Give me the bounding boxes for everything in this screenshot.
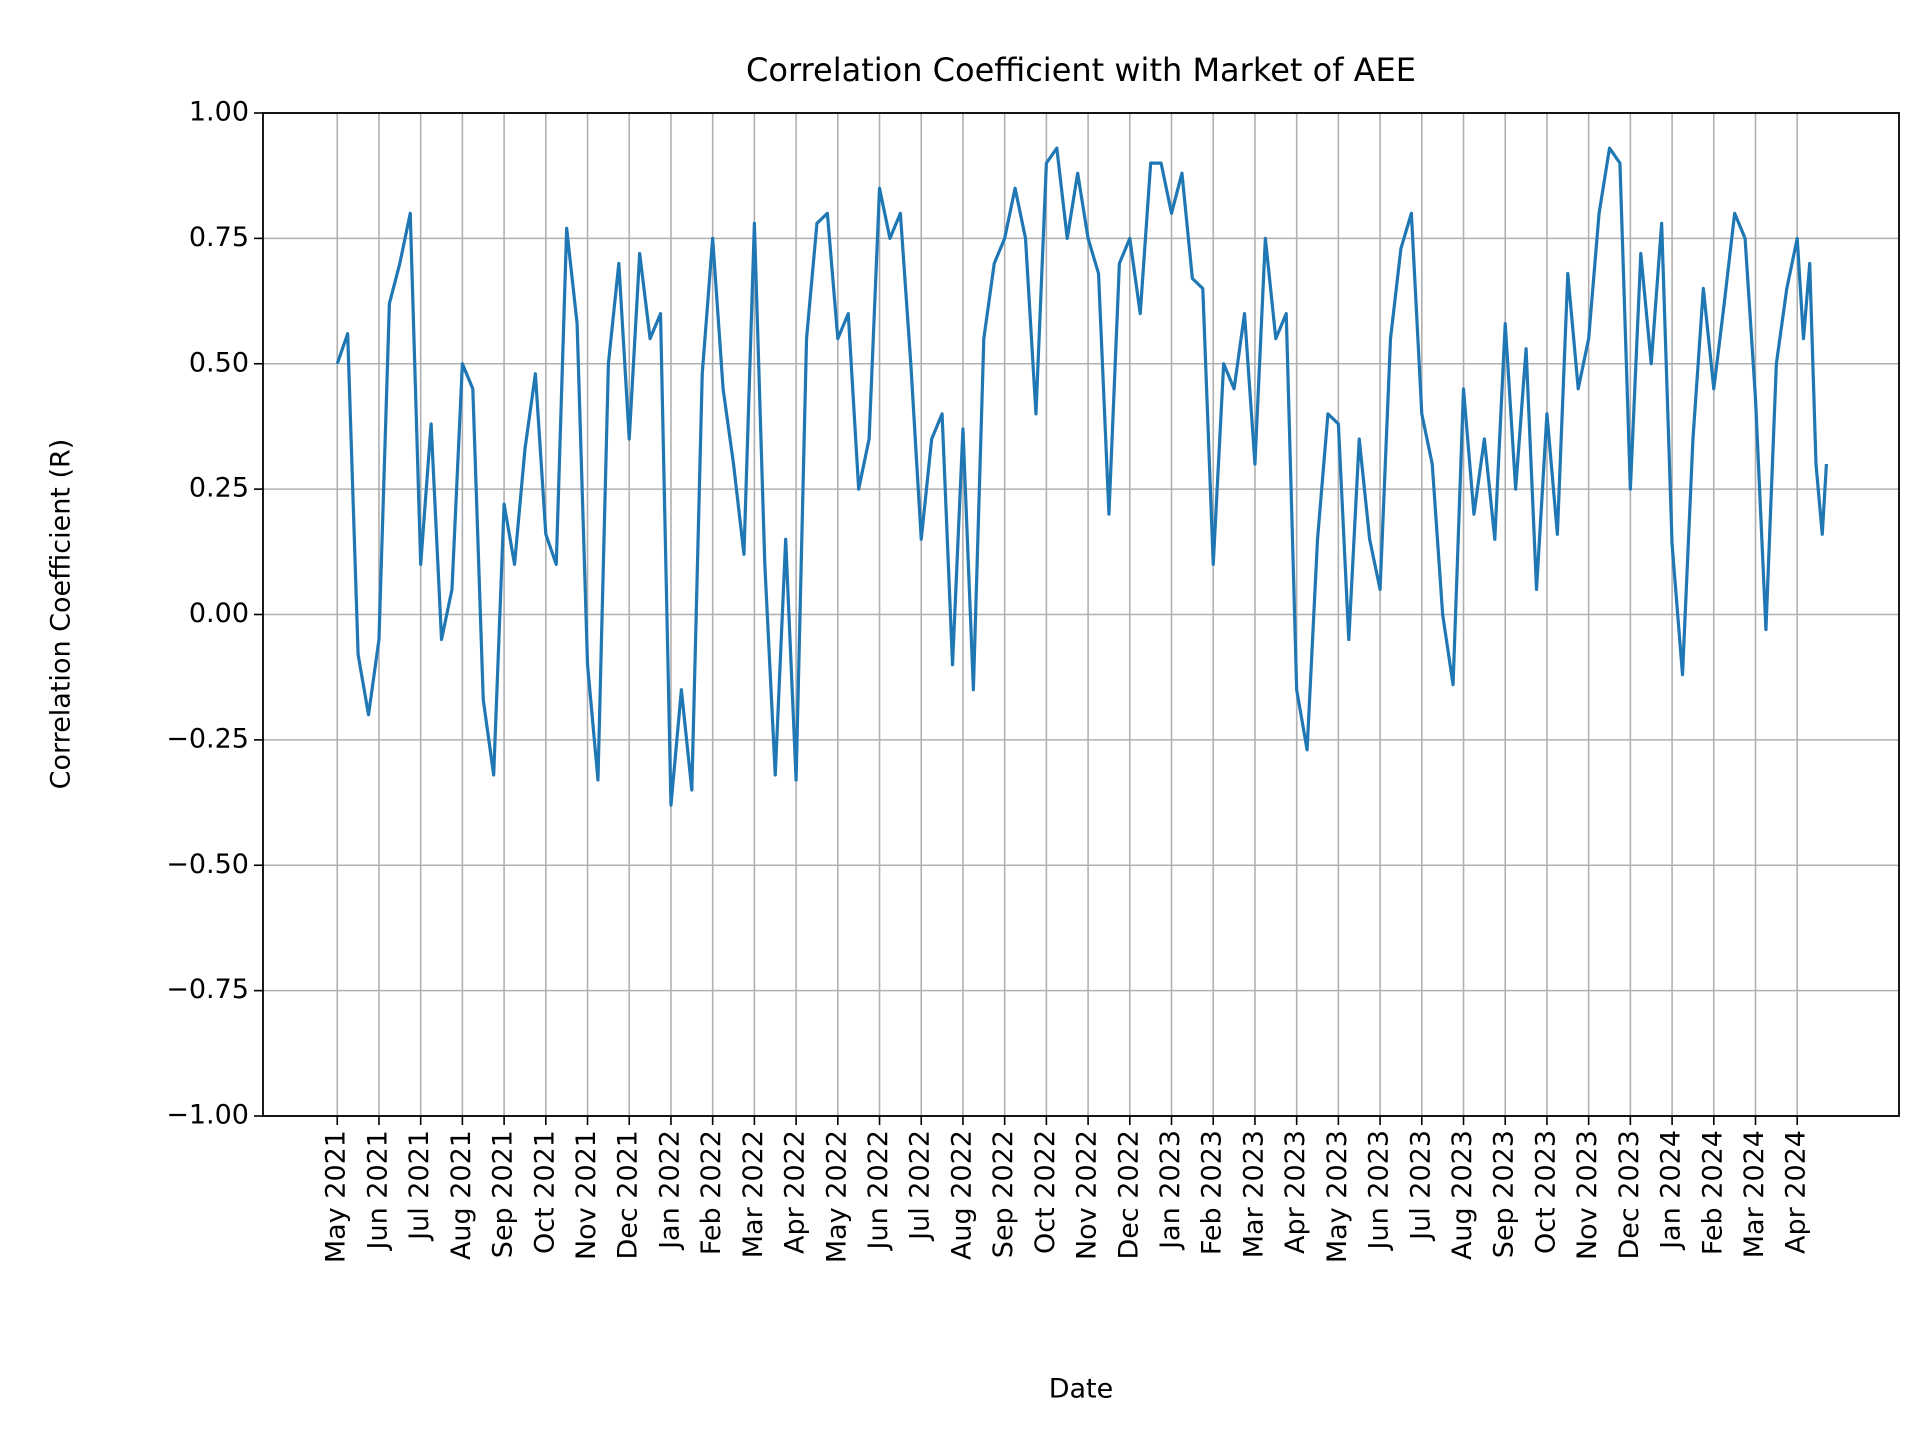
x-tick-label: Feb 2023: [1197, 1130, 1228, 1255]
y-tick-label: 0.50: [189, 347, 249, 378]
x-tick-label: Apr 2023: [1280, 1130, 1311, 1254]
y-tick-label: −0.25: [166, 723, 249, 754]
x-tick-label: Aug 2022: [946, 1130, 977, 1260]
x-tick-label: Jul 2021: [404, 1130, 435, 1242]
x-tick-label: Jan 2022: [654, 1130, 685, 1251]
x-tick-label: Feb 2022: [696, 1130, 727, 1255]
data-line: [335, 146, 1829, 807]
x-tick-label: Nov 2022: [1072, 1130, 1103, 1260]
x-tick-label: Jan 2023: [1155, 1130, 1186, 1251]
x-tick-label: Apr 2022: [780, 1130, 811, 1254]
y-tick-label: −1.00: [166, 1100, 249, 1131]
x-tick-label: May 2022: [821, 1130, 852, 1263]
x-tick-label: Mar 2024: [1739, 1130, 1770, 1258]
y-tick-label: −0.50: [166, 849, 249, 880]
x-tick-label: Dec 2023: [1614, 1130, 1645, 1260]
x-tick-label: Dec 2022: [1113, 1130, 1144, 1260]
x-tick-label: Oct 2021: [529, 1130, 560, 1254]
x-tick-label: Mar 2022: [738, 1130, 769, 1258]
x-tick-label: Sep 2023: [1489, 1130, 1520, 1258]
x-tick-label: Mar 2023: [1238, 1130, 1269, 1258]
x-tick-label: Apr 2024: [1781, 1130, 1812, 1254]
y-tick-label: 0.75: [189, 222, 249, 253]
plot-area: [335, 146, 1829, 807]
x-tick-label: Nov 2021: [571, 1130, 602, 1260]
x-tick-label: Nov 2023: [1572, 1130, 1603, 1260]
y-tick-label: −0.75: [166, 974, 249, 1005]
y-tick-label: 0.00: [189, 598, 249, 629]
x-tick-label: Dec 2021: [613, 1130, 644, 1260]
x-tick-label: Aug 2021: [446, 1130, 477, 1260]
x-tick-label: Oct 2022: [1030, 1130, 1061, 1254]
x-tick-label: Sep 2021: [488, 1130, 519, 1258]
x-tick-label: Aug 2023: [1447, 1130, 1478, 1260]
x-tick-label: Jul 2022: [905, 1130, 936, 1242]
x-tick-label: May 2021: [321, 1130, 352, 1263]
x-tick-label: Jun 2022: [863, 1130, 894, 1251]
x-tick-label: May 2023: [1322, 1130, 1353, 1263]
y-axis-label: Correlation Coefficient (R): [46, 439, 77, 790]
x-tick-label: Jun 2021: [362, 1130, 393, 1251]
y-tick-label: 0.25: [189, 473, 249, 504]
x-tick-label: Jun 2023: [1364, 1130, 1395, 1251]
x-tick-label: Sep 2022: [988, 1130, 1019, 1258]
y-tick-label: 1.00: [189, 97, 249, 128]
x-axis-label: Date: [1049, 1374, 1114, 1405]
x-tick-label: Feb 2024: [1697, 1130, 1728, 1255]
x-tick-label: Jul 2023: [1405, 1130, 1436, 1242]
x-tick-label: Jan 2024: [1656, 1130, 1687, 1251]
chart-title: Correlation Coefficient with Market of A…: [746, 51, 1416, 89]
x-tick-label: Oct 2023: [1530, 1130, 1561, 1254]
